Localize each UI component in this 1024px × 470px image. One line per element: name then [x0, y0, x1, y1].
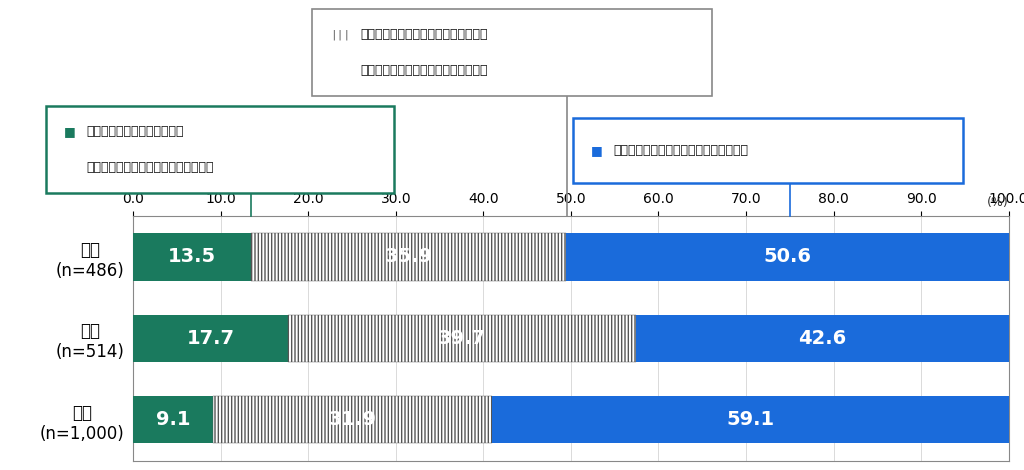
Bar: [493, 396, 1010, 444]
Text: 具体的な改正内容を含めて、: 具体的な改正内容を含めて、: [86, 125, 183, 138]
Text: ■: ■: [63, 125, 75, 138]
Text: (%): (%): [987, 196, 1009, 209]
Text: 50.6: 50.6: [763, 247, 811, 266]
Text: |||: |||: [330, 30, 350, 40]
Bar: [251, 233, 565, 281]
Bar: [636, 315, 1009, 362]
Text: 42.6: 42.6: [798, 329, 846, 348]
Text: ■: ■: [591, 144, 602, 157]
Bar: [133, 233, 251, 281]
Bar: [565, 233, 1009, 281]
Text: 具体的な改正内容は知らなかったが、: 具体的な改正内容は知らなかったが、: [360, 28, 488, 41]
Text: 39.7: 39.7: [438, 329, 485, 348]
Text: 59.1: 59.1: [727, 410, 775, 430]
Text: 35.9: 35.9: [384, 247, 432, 266]
Text: 9.1: 9.1: [156, 410, 190, 430]
Bar: [288, 315, 636, 362]
Bar: [133, 396, 213, 444]
Text: 改正刑法が成立したことを知っていた: 改正刑法が成立したことを知っていた: [360, 64, 488, 78]
Text: 改正刑法が成立したことを知らなかった: 改正刑法が成立したことを知らなかった: [613, 144, 749, 157]
Text: 改正刑法が成立したことを知っていた: 改正刑法が成立したことを知っていた: [86, 161, 214, 174]
Text: 17.7: 17.7: [186, 329, 234, 348]
Text: 13.5: 13.5: [168, 247, 216, 266]
Bar: [133, 315, 288, 362]
Bar: [213, 396, 493, 444]
Text: 31.9: 31.9: [329, 410, 377, 430]
